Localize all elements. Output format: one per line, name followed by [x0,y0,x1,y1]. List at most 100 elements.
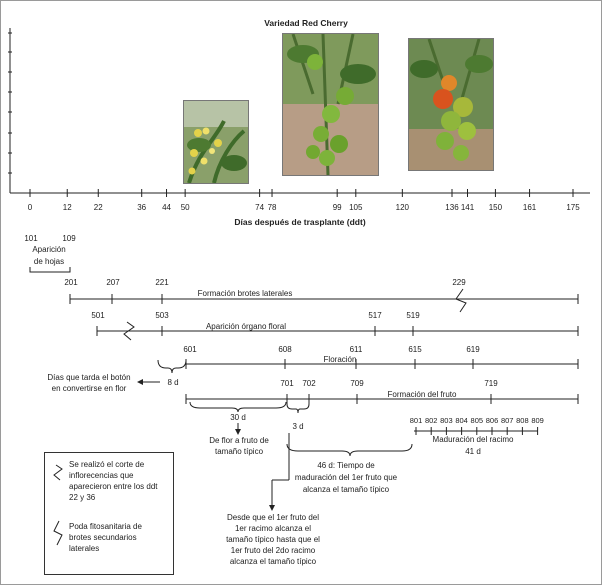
legend-box: Se realizó el corte de inflorecencias qu… [44,452,174,575]
x-tick-label-50: 50 [181,203,190,212]
photo-green-fruits [282,33,379,176]
poda-symbol-brotes [455,288,467,313]
code-709: 709 [350,379,364,388]
x-tick-label-74: 74 [255,203,264,212]
y-axis-ticks [8,32,12,174]
boton-note-1: Días que tarda el botón [47,373,130,382]
flor-note-1: De flor a fruto de [209,436,269,445]
code-702: 702 [302,379,316,388]
x-tick-label-99: 99 [333,203,342,212]
legend-poda-2: brotes secundarios [69,533,137,542]
brotes-label: Formación brotes laterales [198,289,293,298]
racimo-codes: 801 802 803 804 805 806 807 808 809 [410,416,544,425]
code-503: 503 [155,311,169,320]
desde-note-3: tamaño típico hasta que el [226,535,320,544]
code-229: 229 [452,278,466,287]
corte-symbol-organo [123,321,135,341]
legend-corte-1: Se realizó el corte de [69,460,145,469]
x-tick-label-175: 175 [566,203,580,212]
racimo-ticks [415,427,539,435]
legend-corte-2: inflorecencias que [69,471,134,480]
x-axis-ticks: 0 12 22 36 44 50 74 78 99 105 120 136 141 150 161 175 [28,189,580,212]
code-809: 809 [531,416,544,425]
boton-brace [157,359,187,374]
code-608: 608 [278,345,292,354]
x-tick-label-0: 0 [28,203,33,212]
code-804: 804 [455,416,468,425]
desde-note-2: 1er racimo alcanza el [235,524,311,533]
x-tick-label-136: 136 [445,203,459,212]
boton-note-2: en convertirse en flor [52,384,127,393]
chart-title: Variedad Red Cherry [264,18,348,28]
code-719: 719 [484,379,498,388]
madura-note-1: 46 d: Tiempo de [317,461,375,470]
code-805: 805 [471,416,484,425]
flor-days: 30 d [230,413,246,422]
code-517: 517 [368,311,382,320]
desde-note-1: Desde que el 1er fruto del [227,513,319,522]
organo-ticks [96,326,579,336]
legend-poda-1: Poda fitosanitaria de [69,522,142,531]
legend-content: Se realizó el corte de inflorecencias qu… [53,460,158,553]
code-519: 519 [406,311,420,320]
legend-corte-4: 22 y 36 [69,493,96,502]
code-601: 601 [183,345,197,354]
photo-green-fruits-image [283,34,378,175]
code-101: 101 [24,234,38,243]
x-tick-label-36: 36 [137,203,146,212]
code-802: 802 [425,416,438,425]
code-109: 109 [62,234,76,243]
hojas-label-2: de hojas [34,257,64,266]
code-808: 808 [516,416,529,425]
code-611: 611 [350,345,363,354]
x-tick-label-120: 120 [396,203,410,212]
photo-flowers [183,100,249,184]
desde-arrowhead [269,505,275,511]
x-axis-label: Días después de trasplante (ddt) [234,217,365,227]
legend-corte-3: aparecieron entre los ddt [69,482,158,491]
x-tick-label-44: 44 [162,203,171,212]
fruto-ticks [185,394,579,404]
flor-arrowhead [235,429,241,435]
code-806: 806 [486,416,499,425]
madura-note-2: maduración del 1er fruto que [295,473,398,482]
x-tick-label-105: 105 [349,203,363,212]
code-615: 615 [408,345,422,354]
x-tick-label-78: 78 [268,203,277,212]
photo-ripening-fruits-image [409,39,493,170]
boton-arrowhead [137,379,143,385]
racimo-3d-brace [286,403,310,414]
code-221: 221 [155,278,169,287]
code-803: 803 [440,416,453,425]
photo-flowers-image [184,101,248,183]
desde-note-4: 1er fruto del 2do racimo [231,546,316,555]
code-207: 207 [106,278,120,287]
flor-brace [189,401,287,413]
organo-label: Aparición órgano floral [206,322,286,331]
code-201: 201 [64,278,78,287]
racimo-3d-days: 3 d [292,422,303,431]
x-tick-label-161: 161 [523,203,537,212]
hojas-bracket [29,267,71,273]
code-807: 807 [501,416,514,425]
racimo-label: Maduración del racimo [433,435,514,444]
legend-poda-symbol [53,520,63,546]
x-tick-label-150: 150 [489,203,503,212]
racimo-days: 41 d [465,447,481,456]
legend-poda-3: laterales [69,544,99,553]
flor-note-2: tamaño típico [215,447,264,456]
floracion-label: Floración [324,355,357,364]
code-701: 701 [280,379,294,388]
code-619: 619 [466,345,480,354]
x-tick-label-22: 22 [94,203,103,212]
x-tick-label-12: 12 [63,203,72,212]
madura-note-3: alcanza el tamaño típico [303,485,390,494]
legend-corte-symbol [53,464,63,481]
desde-note-5: alcanza el tamaño típico [230,557,317,566]
x-tick-label-141: 141 [461,203,475,212]
brotes-codes: 201 207 221 229 [64,278,466,287]
boton-days: 8 d [167,378,178,387]
fruto-label: Formación del fruto [388,390,457,399]
brotes-ticks [69,294,579,304]
